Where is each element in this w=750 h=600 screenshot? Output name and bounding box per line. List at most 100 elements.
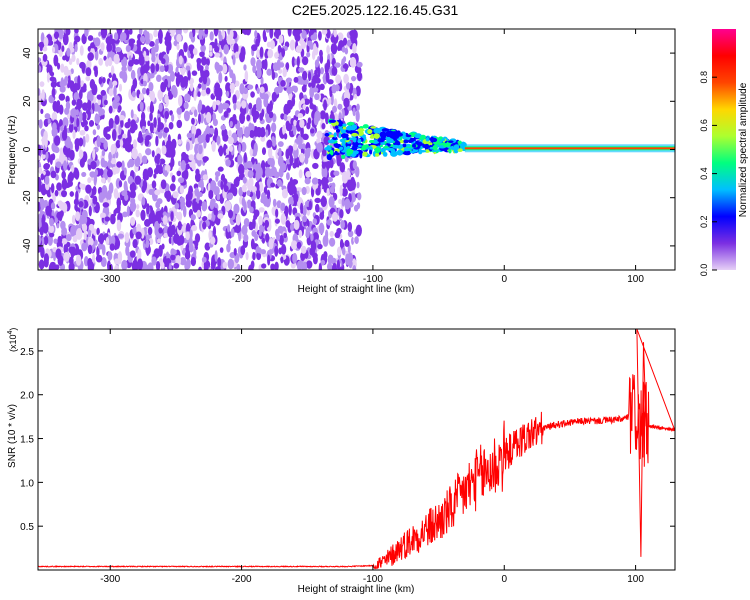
spectrogram-cell: [43, 253, 49, 264]
spectrogram-cell: [290, 180, 296, 191]
spectrogram-cell: [153, 29, 158, 38]
spectrogram-cell: [155, 260, 161, 270]
spectrogram-cell: [203, 138, 207, 149]
spectrogram-cell: [260, 192, 267, 202]
y-tick-label: 2.5: [20, 347, 34, 358]
spectrogram-cell: [110, 213, 116, 222]
spectrogram-cell: [93, 229, 98, 236]
spectrogram-cell: [157, 126, 161, 133]
snr-y-multiplier-base: (x10: [8, 334, 18, 352]
spectrogram-cell: [176, 107, 183, 115]
spectrogram-cell: [119, 139, 124, 148]
spectrogram-cell: [300, 245, 307, 254]
spectrogram-cell: [144, 55, 150, 62]
spectrogram-cell: [357, 66, 362, 74]
spectrogram-cell: [306, 51, 311, 58]
spectrogram-cell: [256, 87, 260, 94]
spectrogram-cell: [149, 122, 154, 134]
spectrogram-cell: [357, 138, 362, 143]
spectrogram-cell: [191, 224, 198, 232]
spectrogram-cell: [251, 185, 257, 193]
spectrogram-cell: [96, 124, 101, 130]
spectrogram-cell: [69, 191, 75, 197]
spectrogram-cell: [38, 57, 42, 63]
spectrogram-cell: [224, 75, 228, 82]
spectrogram-cell: [79, 61, 86, 69]
spectrogram-cell: [111, 166, 118, 175]
spectrogram-cell: [338, 112, 342, 121]
spectrogram-cell: [65, 234, 72, 242]
spectrogram-cell: [234, 80, 240, 87]
spectrogram-cell: [302, 215, 308, 223]
spectrogram-cell: [170, 249, 177, 256]
spectrogram-cell: [248, 102, 253, 110]
spectrogram-cell: [157, 131, 163, 139]
spectrogram-cell: [161, 58, 166, 65]
spectrogram-cell: [300, 202, 304, 213]
spectrogram-cell: [341, 154, 346, 160]
spectrogram-cell: [79, 129, 86, 136]
spectrogram-cell: [140, 35, 146, 43]
spectrogram-cell: [166, 149, 173, 158]
spectrogram-cell: [184, 93, 191, 102]
spectrogram-cell: [295, 45, 303, 54]
spectrogram-cell: [105, 126, 111, 132]
spectrogram-cell: [342, 37, 348, 46]
spectrogram-cell: [352, 160, 357, 170]
spectrogram-cell: [100, 29, 108, 39]
spectrogram-cell: [212, 225, 217, 238]
spectrogram-cell: [65, 29, 71, 36]
spectrogram-cell: [87, 244, 93, 255]
spectrogram-cell: [168, 262, 172, 270]
spectrogram-cell: [151, 180, 157, 189]
spectrogram-cell: [337, 103, 343, 110]
spectrogram-cell: [329, 186, 335, 194]
spectrogram-cell: [317, 243, 323, 250]
spectrogram-cell: [129, 216, 136, 226]
spectrogram-cell: [69, 149, 75, 161]
spectrogram-cell: [78, 149, 84, 159]
spectrogram-cell: [105, 237, 110, 246]
spectrogram-cell: [208, 44, 213, 52]
spectrogram-cell: [272, 198, 277, 208]
spectrogram-cell: [102, 202, 110, 208]
spectrogram-cell: [168, 121, 174, 130]
spectrogram-cell: [197, 113, 201, 125]
y-tick-label: 20: [22, 95, 33, 107]
spectrogram-cell: [43, 36, 49, 47]
spectrogram-cell: [342, 126, 347, 130]
spectrogram-cell: [255, 189, 261, 200]
spectrogram-cell: [193, 248, 197, 258]
spectrogram-cell: [234, 118, 238, 125]
spectrogram-cell: [40, 173, 44, 181]
spectrogram-y-label: Frequency (Hz): [7, 116, 18, 185]
snr-y-label: SNR (10 * v/v): [7, 404, 18, 468]
spectrogram-cell: [135, 209, 140, 218]
spectrogram-cell: [292, 252, 298, 264]
spectrogram-cell: [165, 140, 170, 153]
spectrogram-cell: [256, 126, 262, 133]
spectrogram-cell: [96, 94, 103, 100]
spectrogram-cell: [252, 217, 256, 230]
spectrogram-cell: [248, 264, 254, 270]
spectrogram-cell: [328, 254, 334, 262]
spectrogram-cell: [154, 189, 161, 196]
spectrogram-cell: [306, 147, 311, 154]
spectrogram-cell: [246, 190, 251, 196]
spectrogram-cell: [55, 248, 62, 260]
spectrogram-cell: [129, 189, 136, 199]
spectrogram-cell: [214, 250, 218, 263]
spectrogram-cell: [50, 81, 57, 88]
spectrogram-cell: [312, 162, 319, 169]
spectrogram-cell: [146, 31, 150, 43]
spectrogram-cell: [142, 179, 148, 191]
spectrogram-cell: [212, 100, 217, 111]
spectrogram-cell: [86, 101, 91, 108]
spectrogram-cell: [233, 247, 237, 256]
spectrogram-cell: [377, 138, 385, 143]
spectrogram-cell: [332, 136, 338, 141]
spectrogram-cell: [301, 70, 308, 81]
spectrogram-cell: [350, 182, 356, 190]
y-tick-label: 0: [22, 146, 33, 152]
spectrogram-cell: [347, 221, 353, 232]
